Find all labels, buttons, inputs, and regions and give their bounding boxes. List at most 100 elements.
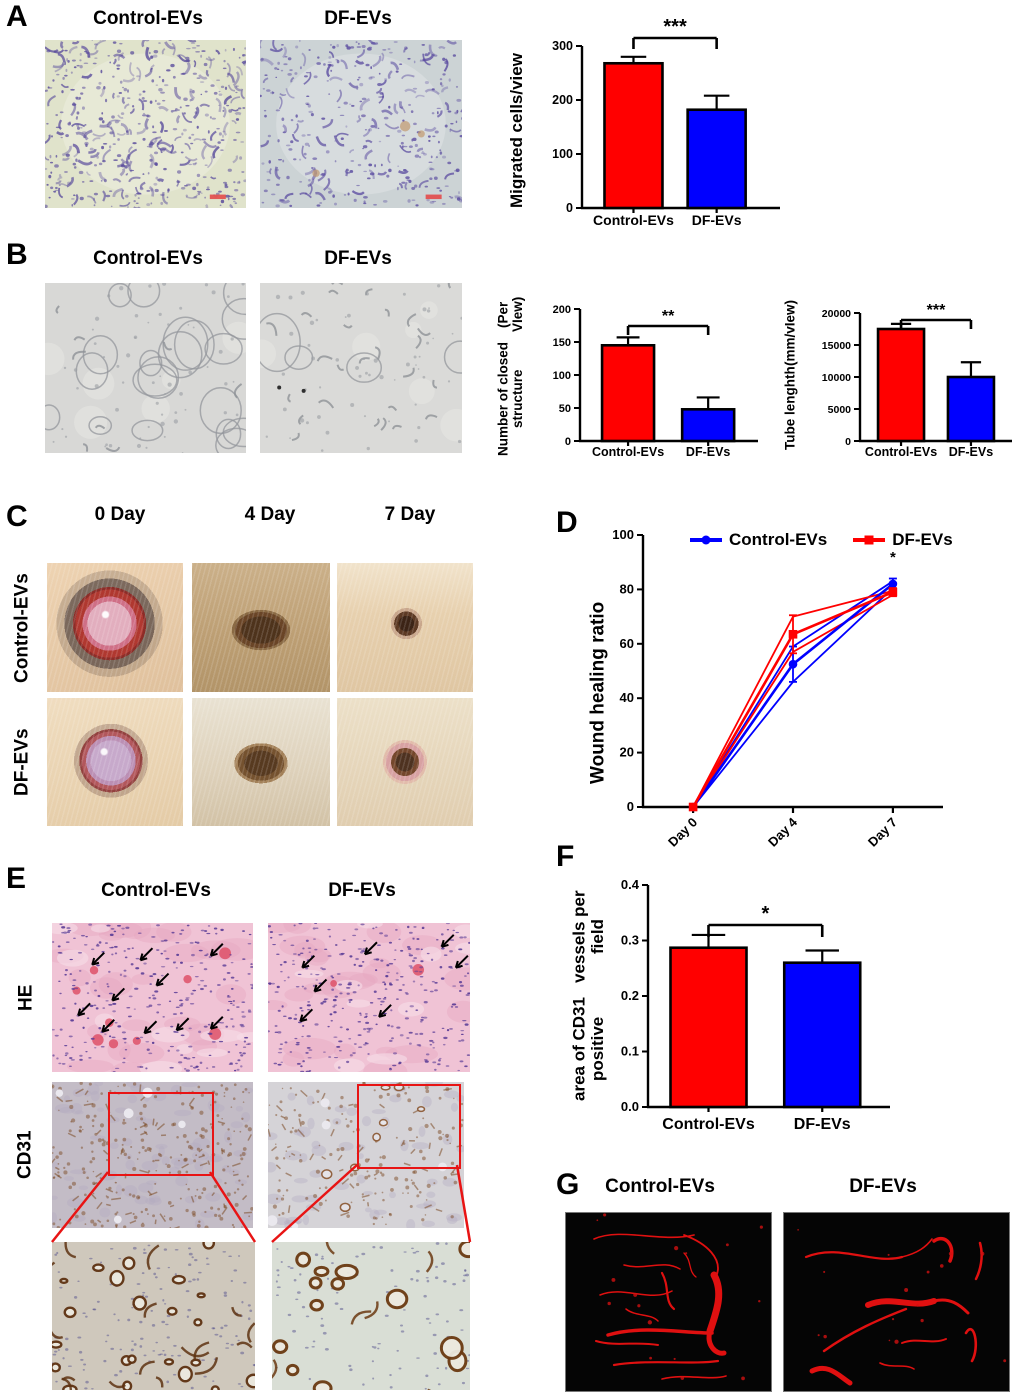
panel-c-title-day0: 0 Day bbox=[94, 504, 146, 525]
panel-b-title-control: Control-EVs bbox=[93, 248, 203, 269]
tube-length-chart: 0 5000 10000 15000 20000 Control-EVs DF-EVs *** bbox=[818, 290, 1018, 480]
tube-length-ylabel: Tube lenghth (mm/vIew) bbox=[782, 300, 798, 450]
svg-text:0: 0 bbox=[627, 799, 634, 814]
svg-text:10000: 10000 bbox=[822, 372, 851, 384]
panel-a-micrograph-control bbox=[45, 40, 246, 208]
cd31-inset-box-df bbox=[357, 1084, 461, 1169]
svg-text:DF-EVs: DF-EVs bbox=[692, 212, 742, 228]
migrated-cells-ylabel: Migrated cells/view bbox=[506, 53, 526, 209]
svg-text:*: * bbox=[761, 903, 769, 925]
wound-photo-control-day4 bbox=[192, 563, 330, 692]
migrated-cells-chart: 0 100 200 300 Control-EVs DF-EVs *** bbox=[544, 12, 794, 250]
panel-c-title-day4: 4 Day bbox=[244, 504, 296, 525]
svg-text:Control-EVs: Control-EVs bbox=[865, 445, 937, 459]
svg-text:*: * bbox=[890, 549, 896, 566]
wound-photo-df-day0 bbox=[47, 698, 183, 826]
panel-e-rowlabel-he: HE bbox=[15, 984, 37, 1012]
cd31-zoom-control bbox=[52, 1242, 255, 1390]
svg-text:0.1: 0.1 bbox=[621, 1044, 639, 1059]
wound-photo-df-day4 bbox=[192, 698, 330, 826]
svg-text:50: 50 bbox=[559, 403, 571, 415]
panel-a-micrograph-df bbox=[260, 40, 462, 208]
svg-text:Control-EVs: Control-EVs bbox=[592, 445, 664, 459]
svg-text:Day 7: Day 7 bbox=[865, 815, 900, 850]
panel-b-micrograph-control bbox=[45, 283, 246, 453]
svg-text:Control-EVs: Control-EVs bbox=[662, 1116, 755, 1133]
wound-photo-control-day0 bbox=[47, 563, 183, 692]
cd31-area-chart: 0.0 0.1 0.2 0.3 0.4 Control-EVs DF-EVs * bbox=[621, 865, 922, 1165]
svg-text:150: 150 bbox=[553, 337, 571, 349]
svg-text:100: 100 bbox=[552, 147, 573, 161]
svg-text:200: 200 bbox=[552, 93, 573, 107]
vessel-fluorescence-df bbox=[783, 1212, 1010, 1392]
svg-text:15000: 15000 bbox=[822, 340, 851, 352]
he-stain-control bbox=[52, 923, 253, 1072]
panel-c-rowlabel-df: DF-EVs bbox=[11, 728, 33, 796]
panel-a-title-control: Control-EVs bbox=[93, 8, 203, 29]
circle-marker-icon bbox=[690, 535, 722, 545]
svg-text:0: 0 bbox=[565, 436, 571, 448]
panel-c-title-day7: 7 Day bbox=[384, 504, 436, 525]
panel-c-rowlabel-control: Control-EVs bbox=[11, 573, 33, 683]
svg-text:**: ** bbox=[662, 308, 675, 325]
wound-healing-ylabel: Wound healing ratio bbox=[587, 601, 609, 784]
wound-photo-df-day7 bbox=[337, 698, 473, 826]
panel-e-rowlabel-cd31: CD31 bbox=[14, 1130, 36, 1180]
svg-text:0: 0 bbox=[566, 201, 573, 215]
panel-g-label: G bbox=[556, 1168, 580, 1201]
svg-text:200: 200 bbox=[553, 304, 571, 316]
svg-text:Day 4: Day 4 bbox=[765, 814, 801, 850]
wound-healing-chart: 0 20 40 60 80 100 Day 0 Day 4 Day 7 * bbox=[612, 526, 966, 866]
svg-text:20000: 20000 bbox=[822, 308, 851, 320]
wound-photo-control-day7 bbox=[337, 563, 473, 692]
svg-text:5000: 5000 bbox=[828, 404, 852, 416]
closed-structures-chart: 0 50 100 150 200 Control-EVs DF-EVs ** bbox=[544, 290, 770, 480]
he-stain-df bbox=[268, 923, 470, 1072]
svg-text:0.0: 0.0 bbox=[621, 1099, 639, 1114]
svg-text:0.2: 0.2 bbox=[621, 988, 639, 1003]
panel-a-title-df: DF-EVs bbox=[324, 8, 392, 29]
cd31-area-ylabel: area of CD31 positive vessels per field bbox=[569, 890, 607, 1102]
legend-item-control-evs: Control-EVs bbox=[690, 530, 827, 550]
legend-label: DF-EVs bbox=[892, 530, 953, 549]
svg-text:***: *** bbox=[663, 16, 687, 38]
cd31-stain-df bbox=[268, 1082, 464, 1228]
panel-g-title-df: DF-EVs bbox=[849, 1176, 917, 1197]
svg-text:Day 0: Day 0 bbox=[665, 815, 700, 850]
svg-text:20: 20 bbox=[620, 745, 634, 760]
svg-text:0.4: 0.4 bbox=[621, 877, 640, 892]
panel-e-title-df: DF-EVs bbox=[328, 880, 396, 901]
panel-g-title-control: Control-EVs bbox=[605, 1176, 715, 1197]
svg-text:300: 300 bbox=[552, 39, 573, 53]
svg-text:DF-EVs: DF-EVs bbox=[949, 445, 994, 459]
panel-b-title-df: DF-EVs bbox=[324, 248, 392, 269]
panel-a-label: A bbox=[6, 0, 28, 33]
square-marker-icon bbox=[853, 535, 886, 545]
panel-e-title-control: Control-EVs bbox=[101, 880, 211, 901]
legend-label: Control-EVs bbox=[729, 530, 828, 549]
panel-b-label: B bbox=[6, 238, 28, 271]
svg-text:0: 0 bbox=[845, 436, 851, 448]
panel-e-label: E bbox=[6, 862, 27, 895]
svg-text:80: 80 bbox=[620, 581, 634, 596]
panel-c-label: C bbox=[6, 500, 28, 533]
svg-text:100: 100 bbox=[612, 527, 634, 542]
vessel-fluorescence-control bbox=[565, 1212, 772, 1392]
cd31-zoom-df bbox=[272, 1242, 470, 1390]
cd31-stain-control bbox=[52, 1082, 253, 1228]
panel-f-label: F bbox=[556, 840, 575, 873]
wound-healing-legend: Control-EVs DF-EVs bbox=[690, 530, 953, 550]
svg-text:Control-EVs: Control-EVs bbox=[593, 212, 674, 228]
svg-text:DF-EVs: DF-EVs bbox=[686, 445, 731, 459]
svg-text:60: 60 bbox=[620, 636, 634, 651]
panel-d-label: D bbox=[556, 506, 578, 539]
svg-text:0.3: 0.3 bbox=[621, 933, 639, 948]
legend-item-df-evs: DF-EVs bbox=[853, 530, 953, 550]
svg-text:DF-EVs: DF-EVs bbox=[794, 1116, 851, 1133]
closed-structures-ylabel: Number of closed structure (Per VIew) bbox=[495, 297, 525, 456]
svg-text:40: 40 bbox=[620, 690, 634, 705]
panel-b-micrograph-df bbox=[260, 283, 462, 453]
cd31-inset-box-control bbox=[108, 1092, 214, 1176]
svg-text:100: 100 bbox=[553, 370, 571, 382]
